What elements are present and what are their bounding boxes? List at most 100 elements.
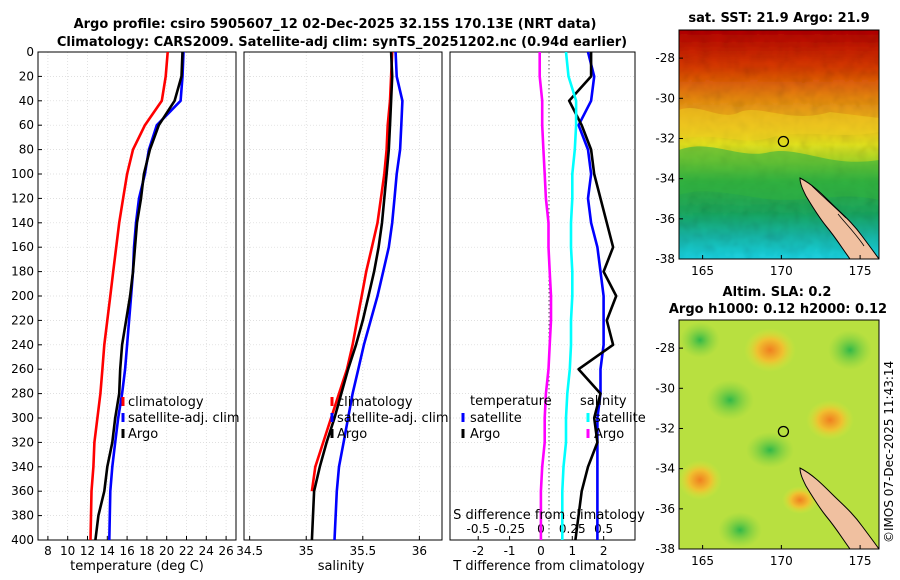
- sst-map-title: sat. SST: 21.9 Argo: 21.9: [688, 11, 869, 26]
- legend-label-argo: Argo: [128, 427, 158, 442]
- x-tick-label: 2: [600, 544, 608, 558]
- x-tick-label: 10: [60, 544, 75, 558]
- sla-map: Altim. SLA: 0.2 Argo h1000: 0.12 h2000: …: [655, 285, 887, 568]
- sst-front: [679, 146, 879, 200]
- series-line-salinity-satellite: [560, 52, 578, 540]
- x-tick-label: -1: [504, 544, 516, 558]
- legend-label-climatology: climatology: [337, 395, 413, 410]
- lon-tick-label: 165: [691, 554, 714, 568]
- sla-high-anomaly: [679, 460, 722, 500]
- y-tick-label: 280: [11, 387, 34, 401]
- legend-label-argo: Argo: [337, 427, 367, 442]
- y-tick-label: 160: [11, 240, 34, 254]
- legend-title-salinity: salinity: [580, 394, 627, 409]
- t-difference-xlabel: T difference from climatology: [452, 559, 645, 574]
- y-tick-label: 200: [11, 289, 34, 303]
- y-tick-label: 260: [11, 362, 34, 376]
- sst-warm-band: [679, 108, 879, 141]
- lat-tick-label: -32: [655, 131, 675, 145]
- sst-map-ticks: 165 170 175 -28 -30 -32 -34 -36 -38: [655, 51, 871, 278]
- coastline: [811, 185, 865, 247]
- sla-high-anomaly: [806, 400, 854, 440]
- t-difference-tick-labels: -2 -1 0 1 2: [472, 536, 607, 558]
- y-tick-label: 140: [11, 216, 34, 230]
- lat-tick-label: -36: [655, 502, 675, 516]
- lat-tick-label: -30: [655, 91, 675, 105]
- lat-tick-label: -34: [655, 462, 675, 476]
- s-tick-label: -0.25: [494, 522, 525, 536]
- y-tick-label: 380: [11, 509, 34, 523]
- x-tick-label: 35: [299, 544, 314, 558]
- legend-label-satellite: satellite-adj. clim: [337, 411, 449, 426]
- y-tick-label: 400: [11, 533, 34, 547]
- salinity-legend: climatology satellite-adj. clim Argo: [330, 395, 449, 442]
- y-tick-label: 0: [26, 45, 34, 59]
- series-line-climatology: [89, 52, 169, 540]
- temperature-xlabel: temperature (deg C): [70, 559, 204, 574]
- legend-title-temperature: temperature: [470, 394, 552, 409]
- series-line-temperature-argo: [567, 52, 618, 540]
- x-tick-label: 22: [179, 544, 194, 558]
- salinity-xlabel: salinity: [318, 559, 365, 574]
- sla-map-box: [678, 319, 880, 550]
- sst-map: sat. SST: 21.9 Argo: 21.9 165 170 175 -28 -3…: [655, 11, 880, 278]
- sla-map-title-line2: Argo h1000: 0.12 h2000: 0.12: [669, 302, 887, 317]
- lon-tick-label: 175: [849, 554, 872, 568]
- series-line-argo: [94, 52, 184, 540]
- y-tick-label: 360: [11, 484, 34, 498]
- s-difference-xlabel: S difference from climatology: [453, 508, 645, 523]
- new-zealand-land: [799, 177, 879, 259]
- legend-label-temp-argo: Argo: [470, 427, 500, 442]
- sla-low-anomaly: [680, 322, 720, 358]
- salinity-axes-box: [243, 51, 443, 541]
- legend-label-sal-argo: Argo: [594, 427, 624, 442]
- x-tick-label: 24: [199, 544, 214, 558]
- x-tick-label: 8: [44, 544, 52, 558]
- difference-panel: -2 -1 0 1 2 -0.5 -0.25 0 0.25 0.5 S difference f…: [449, 51, 646, 574]
- x-tick-label: 12: [80, 544, 95, 558]
- difference-grid: [450, 51, 635, 541]
- difference-lines: [538, 52, 618, 540]
- x-tick-label: 14: [100, 544, 115, 558]
- sla-high-anomaly: [782, 486, 818, 514]
- imos-credit: ©IMOS 07-Dec-2025 11:43:14: [882, 361, 896, 543]
- depth-tick-labels: 0 20 40 60 80 100 120 140 160 180 200 220 240 260 280 3…: [11, 45, 42, 547]
- lon-tick-label: 170: [770, 554, 793, 568]
- x-tick-label: 26: [218, 544, 233, 558]
- legend-label-satellite: satellite-adj. clim: [128, 411, 240, 426]
- lat-tick-label: -28: [655, 341, 675, 355]
- lat-tick-label: -38: [655, 252, 675, 266]
- argo-position-marker: [777, 135, 790, 148]
- lat-tick-label: -32: [655, 421, 675, 435]
- salinity-panel: 34.5 35 35.5 36 salinity climatology satell…: [236, 51, 449, 574]
- legend-label-climatology: climatology: [128, 395, 204, 410]
- new-zealand-land: [799, 467, 879, 549]
- x-tick-label: 1: [568, 544, 576, 558]
- sla-low-anomaly: [746, 432, 794, 468]
- lat-tick-label: -36: [655, 212, 675, 226]
- salinity-tick-labels: 34.5 35 35.5 36: [236, 536, 427, 558]
- temperature-tick-labels: 8 10 12 14 16 18 20 22 24 26: [44, 536, 234, 558]
- x-tick-label: 0: [537, 544, 545, 558]
- temperature-panel: 0 20 40 60 80 100 120 140 160 180 200 220 240 260 280 3…: [11, 45, 240, 574]
- legend-label-sal-satellite: satellite: [594, 411, 646, 426]
- lat-tick-label: -38: [655, 542, 675, 556]
- temperature-grid: [38, 51, 236, 541]
- argo-position-marker: [777, 425, 790, 438]
- s-tick-label: -0.5: [467, 522, 490, 536]
- lon-tick-label: 165: [691, 264, 714, 278]
- lat-tick-label: -34: [655, 172, 675, 186]
- series-line-argo: [310, 52, 394, 540]
- y-tick-label: 100: [11, 167, 34, 181]
- figure-title-line2: Climatology: CARS2009. Satellite-adj cli…: [57, 35, 627, 50]
- x-tick-label: 18: [139, 544, 154, 558]
- y-tick-label: 240: [11, 338, 34, 352]
- y-tick-label: 80: [19, 143, 34, 157]
- sla-low-anomaly: [828, 330, 872, 370]
- s-tick-label: 0.25: [559, 522, 586, 536]
- sla-map-ticks: 165 170 175 -28 -30 -32 -34 -36 -38: [655, 341, 871, 568]
- series-line-satellite-adj-clim: [333, 52, 404, 540]
- x-tick-label: -2: [472, 544, 484, 558]
- x-tick-label: 35.5: [349, 544, 376, 558]
